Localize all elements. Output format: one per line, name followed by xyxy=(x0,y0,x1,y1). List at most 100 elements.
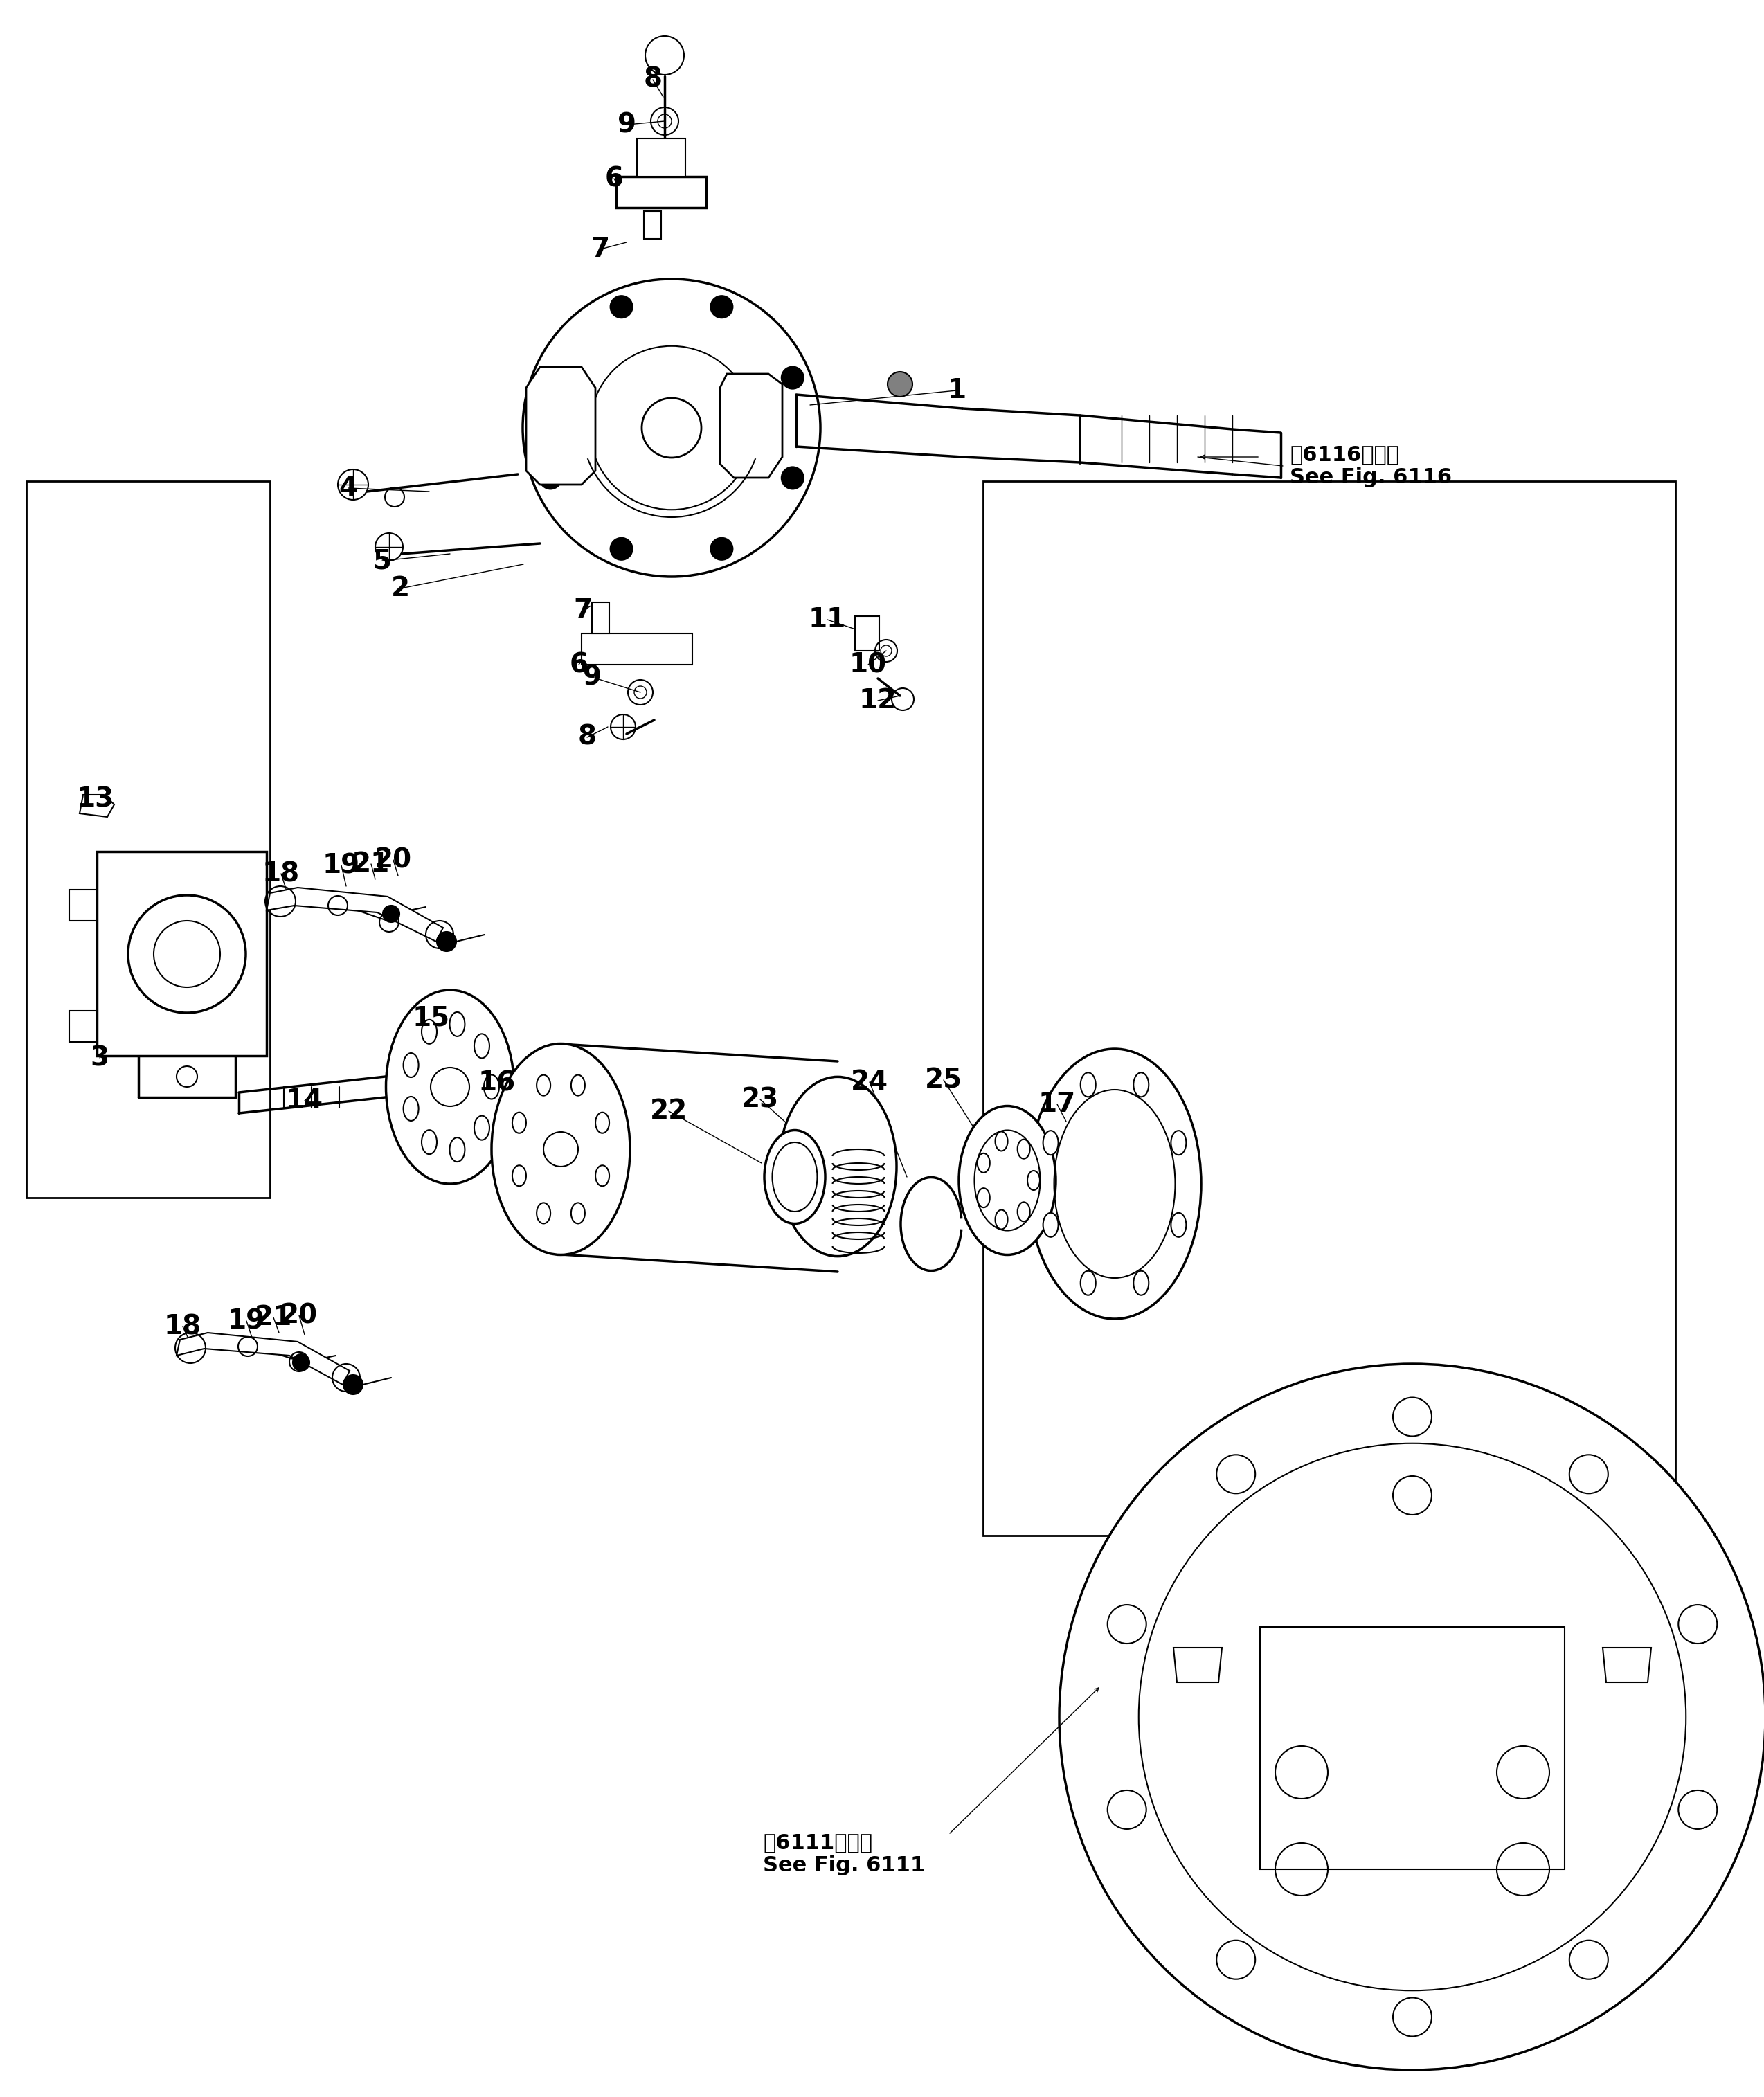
Ellipse shape xyxy=(977,1189,990,1208)
Text: 14: 14 xyxy=(286,1088,323,1114)
Circle shape xyxy=(781,367,804,388)
Circle shape xyxy=(610,296,633,319)
Ellipse shape xyxy=(404,1053,418,1078)
Ellipse shape xyxy=(475,1034,489,1059)
Text: 23: 23 xyxy=(741,1086,780,1114)
Text: 5: 5 xyxy=(372,547,392,575)
Text: 6: 6 xyxy=(570,652,587,677)
Ellipse shape xyxy=(780,1076,896,1256)
Text: 1: 1 xyxy=(947,377,967,403)
Ellipse shape xyxy=(1171,1212,1185,1237)
Polygon shape xyxy=(720,373,781,478)
Polygon shape xyxy=(176,1334,349,1384)
Ellipse shape xyxy=(1081,1072,1095,1097)
Ellipse shape xyxy=(596,1111,609,1132)
Ellipse shape xyxy=(492,1044,630,1254)
Text: 12: 12 xyxy=(859,688,896,713)
Text: 7: 7 xyxy=(573,598,593,623)
Ellipse shape xyxy=(483,1076,499,1099)
Ellipse shape xyxy=(422,1019,437,1044)
Text: 19: 19 xyxy=(323,851,360,879)
Circle shape xyxy=(540,367,561,388)
Text: 9: 9 xyxy=(582,665,602,690)
Polygon shape xyxy=(637,138,686,176)
Ellipse shape xyxy=(404,1097,418,1120)
Circle shape xyxy=(711,537,732,560)
Polygon shape xyxy=(582,633,691,665)
Bar xyxy=(97,851,266,1055)
Text: 4: 4 xyxy=(339,474,358,501)
Text: 21: 21 xyxy=(254,1304,293,1332)
Text: 10: 10 xyxy=(850,652,887,677)
Ellipse shape xyxy=(450,1013,466,1036)
Polygon shape xyxy=(856,617,878,650)
Ellipse shape xyxy=(475,1116,489,1141)
Text: 25: 25 xyxy=(924,1067,963,1093)
Text: 19: 19 xyxy=(228,1309,265,1334)
Text: 9: 9 xyxy=(617,111,637,138)
Text: 17: 17 xyxy=(1039,1090,1076,1118)
Polygon shape xyxy=(266,887,443,942)
Circle shape xyxy=(887,371,912,396)
Polygon shape xyxy=(526,367,596,484)
Ellipse shape xyxy=(1027,1170,1039,1191)
Ellipse shape xyxy=(1134,1271,1148,1296)
Text: 6: 6 xyxy=(605,166,623,191)
Bar xyxy=(1259,1627,1565,1868)
Ellipse shape xyxy=(1018,1202,1030,1220)
Ellipse shape xyxy=(1028,1048,1201,1319)
Circle shape xyxy=(383,906,399,923)
Polygon shape xyxy=(616,176,706,208)
Ellipse shape xyxy=(995,1132,1007,1151)
Circle shape xyxy=(610,537,633,560)
Text: 21: 21 xyxy=(353,851,390,877)
Text: 第6111図参照
See Fig. 6111: 第6111図参照 See Fig. 6111 xyxy=(762,1833,924,1875)
Text: 13: 13 xyxy=(78,786,115,814)
Ellipse shape xyxy=(596,1166,609,1187)
Ellipse shape xyxy=(450,1137,466,1162)
Ellipse shape xyxy=(572,1204,586,1223)
Ellipse shape xyxy=(1171,1130,1185,1155)
Ellipse shape xyxy=(536,1076,550,1095)
Ellipse shape xyxy=(1018,1139,1030,1160)
Text: 3: 3 xyxy=(90,1044,109,1072)
Circle shape xyxy=(711,296,732,319)
Polygon shape xyxy=(593,602,609,633)
Bar xyxy=(69,1011,97,1042)
Text: 11: 11 xyxy=(808,606,847,633)
Circle shape xyxy=(437,931,457,952)
Circle shape xyxy=(781,468,804,489)
Ellipse shape xyxy=(1058,1363,1764,2070)
Ellipse shape xyxy=(960,1105,1057,1254)
Text: 15: 15 xyxy=(413,1004,450,1032)
Ellipse shape xyxy=(1134,1072,1148,1097)
Ellipse shape xyxy=(764,1130,826,1225)
Polygon shape xyxy=(79,795,115,818)
Polygon shape xyxy=(1173,1648,1222,1682)
Text: 7: 7 xyxy=(591,237,610,262)
Ellipse shape xyxy=(572,1076,586,1095)
Ellipse shape xyxy=(512,1111,526,1132)
Polygon shape xyxy=(644,212,662,239)
Circle shape xyxy=(293,1355,309,1371)
Text: 22: 22 xyxy=(649,1099,688,1124)
Ellipse shape xyxy=(422,1130,437,1153)
Circle shape xyxy=(344,1376,363,1395)
Text: 8: 8 xyxy=(644,67,662,92)
Ellipse shape xyxy=(773,1143,817,1212)
Ellipse shape xyxy=(512,1166,526,1187)
Polygon shape xyxy=(1603,1648,1651,1682)
Circle shape xyxy=(646,36,684,75)
Text: 8: 8 xyxy=(579,723,596,751)
Text: 24: 24 xyxy=(850,1069,889,1095)
Text: 18: 18 xyxy=(263,860,300,887)
Ellipse shape xyxy=(386,990,513,1185)
Ellipse shape xyxy=(1081,1271,1095,1296)
Text: 18: 18 xyxy=(164,1313,201,1340)
Ellipse shape xyxy=(536,1204,550,1223)
Ellipse shape xyxy=(1043,1130,1058,1155)
Ellipse shape xyxy=(1043,1212,1058,1237)
Text: 16: 16 xyxy=(478,1069,515,1097)
Circle shape xyxy=(540,468,561,489)
Ellipse shape xyxy=(977,1153,990,1172)
